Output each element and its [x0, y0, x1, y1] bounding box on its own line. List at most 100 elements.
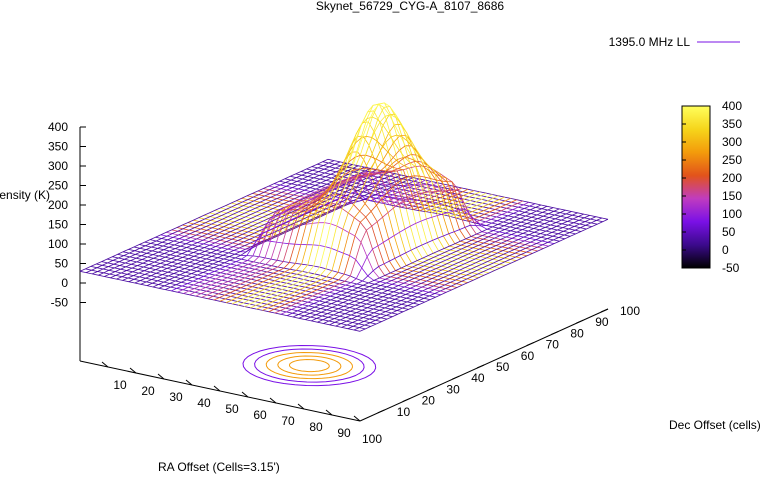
z-tick-label: 300: [48, 159, 68, 173]
mesh-line: [225, 135, 475, 303]
colorbar-ticks: 400 350 300 250 200 150 100 50 0 -50: [682, 99, 742, 275]
y-tick: [476, 364, 485, 369]
z-axis-label: Intensity (K): [0, 188, 50, 202]
y-tick-label: 100: [620, 304, 640, 318]
surface-mesh: [79, 102, 609, 387]
contour-line: [277, 355, 342, 376]
z-tick-label: 250: [48, 179, 68, 193]
y-tick: [427, 386, 435, 391]
contour-line: [254, 348, 365, 383]
mesh-line: [140, 171, 390, 285]
x-tick: [297, 403, 305, 410]
y-tick-label: 10: [397, 405, 411, 419]
y-tick-label: 90: [595, 315, 609, 329]
mesh-line: [232, 116, 481, 305]
mesh-line: [219, 154, 469, 302]
x-axis-label: RA Offset (Cells=3.15'): [158, 460, 280, 474]
mesh-line: [92, 161, 341, 275]
x-tick: [101, 361, 109, 368]
x-tick-label: 10: [113, 378, 127, 392]
mesh-line: [347, 216, 596, 330]
y-tick-label: 60: [521, 349, 535, 363]
x-tick: [325, 409, 333, 416]
mesh-line: [134, 170, 383, 284]
mesh-line: [213, 168, 463, 301]
z-tick-label: 100: [48, 237, 68, 251]
contour-line: [288, 358, 330, 373]
mesh-line: [195, 171, 444, 297]
z-tick-label: 50: [55, 257, 69, 271]
mesh-line: [292, 204, 542, 318]
x-tick-label: 50: [225, 402, 239, 416]
x-tick-label: 60: [253, 408, 267, 422]
x-tick: [353, 415, 361, 422]
mesh-line: [359, 218, 609, 332]
y-axis-ticks: 10 20 30 40 50 60 70 80 90 100: [377, 304, 640, 419]
x-tick: [241, 391, 249, 398]
mesh-line: [329, 212, 578, 326]
legend-label: 1395.0 MHz LL: [609, 35, 691, 49]
mesh-line: [171, 178, 420, 292]
y-tick: [452, 375, 460, 380]
mesh-line: [79, 158, 329, 272]
colorbar-tick-label: 250: [722, 153, 742, 167]
x-tick-label: 90: [337, 426, 351, 440]
mesh-line: [341, 215, 590, 328]
x-axis-ticks: 10 20 30 40 50 60 70 80 90 100: [101, 361, 382, 446]
legend: 1395.0 MHz LL: [609, 35, 740, 49]
mesh-line: [207, 171, 456, 300]
mesh-line: [268, 175, 517, 313]
mesh-line: [128, 169, 377, 283]
x-tick: [129, 367, 137, 374]
y-tick-label: 30: [446, 382, 460, 396]
mesh-line: [335, 213, 584, 327]
colorbar-tick-label: 50: [722, 225, 736, 239]
z-tick-label: 0: [61, 276, 68, 290]
y-tick-label: 40: [471, 371, 485, 385]
y-tick: [576, 319, 584, 324]
chart-title: Skynet_56729_CYG-A_8107_8686: [316, 0, 504, 13]
y-tick: [377, 409, 385, 414]
x-tick: [213, 385, 221, 392]
x-tick-label: 40: [197, 396, 211, 410]
y-tick: [501, 353, 509, 358]
y-axis-label: Dec Offset (cells): [669, 418, 761, 432]
colorbar-tick-label: -50: [722, 261, 740, 275]
contour-line: [242, 344, 377, 387]
mesh-line: [298, 205, 548, 319]
z-tick-label: 350: [48, 140, 68, 154]
mesh-line: [250, 114, 499, 309]
mesh-line: [317, 209, 566, 323]
mesh-line: [353, 217, 603, 331]
y-tick-label: 50: [496, 360, 510, 374]
y-tick: [551, 330, 559, 335]
x-tick-label: 20: [141, 384, 155, 398]
colorbar-tick-label: 400: [722, 99, 742, 113]
z-tick-label: 150: [48, 218, 68, 232]
mesh-line: [262, 157, 511, 311]
mesh-line: [305, 207, 554, 320]
colorbar-tick-label: 300: [722, 135, 742, 149]
colorbar-tick-label: 150: [722, 189, 742, 203]
colorbar-tick-label: 350: [722, 117, 742, 131]
mesh-line: [311, 208, 560, 322]
y-tick-label: 70: [546, 338, 560, 352]
y-tick: [600, 308, 609, 313]
mesh-line: [158, 175, 408, 289]
y-tick-label: 80: [570, 326, 584, 340]
mesh-line: [104, 164, 353, 277]
x-tick-label: 70: [281, 414, 295, 428]
mesh-line: [323, 211, 572, 324]
x-tick: [157, 373, 165, 380]
colorbar: 400 350 300 250 200 150 100 50 0 -50: [681, 99, 742, 275]
y-tick: [402, 398, 410, 403]
mesh-line: [98, 162, 347, 276]
z-tick-label: 200: [48, 198, 68, 212]
mesh-line: [256, 134, 505, 310]
x-tick-label: 80: [309, 420, 323, 434]
colorbar-tick-label: 0: [722, 243, 729, 257]
mesh-line: [110, 165, 359, 279]
z-tick-label: 400: [48, 120, 68, 134]
mesh-line: [116, 166, 365, 280]
